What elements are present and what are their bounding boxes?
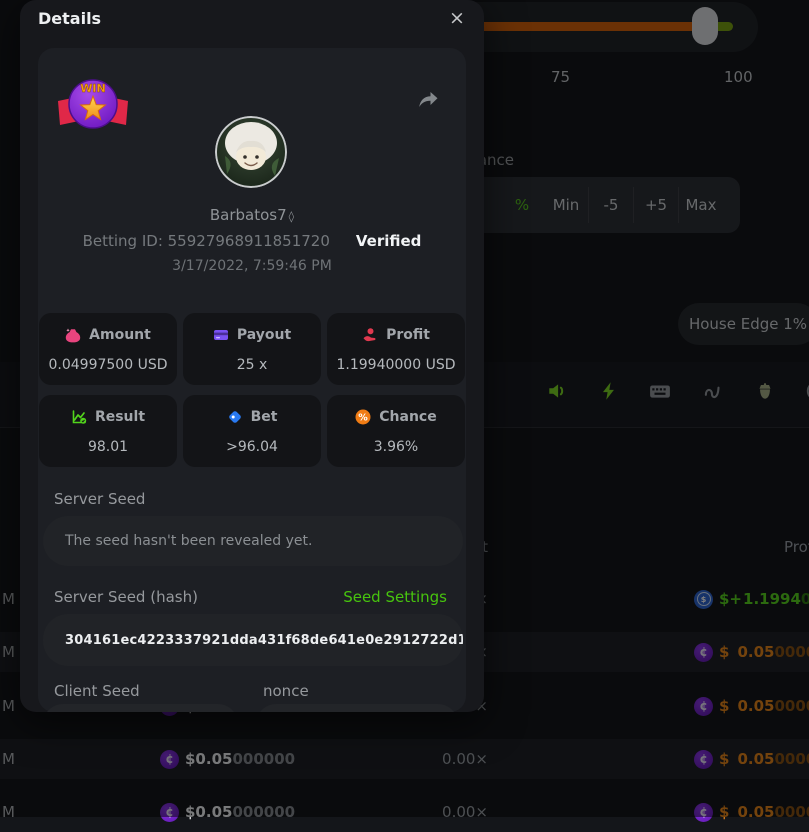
stat-label: Bet (250, 409, 278, 425)
diamond-icon: ◊ (288, 210, 295, 223)
stat-label: Chance (379, 409, 437, 425)
chart-icon (71, 409, 87, 425)
betting-id-row: Betting ID: 55927968911851720 Verified (38, 232, 466, 250)
share-icon[interactable] (416, 88, 440, 112)
bet-details-modal: Details × WIN (20, 0, 484, 712)
stat-label: Amount (89, 327, 151, 343)
bet-details-card: WIN (38, 48, 466, 712)
bet-date: 3/17/2022, 7:59:46 PM (172, 258, 332, 274)
client-seed-field[interactable] (43, 704, 238, 712)
moneybag-icon (65, 327, 81, 343)
bet-stats-grid: Amount 0.04997500 USD Payout 25 x Profit… (39, 313, 465, 467)
stat-profit: Profit 1.19940000 USD (327, 313, 465, 385)
seed-settings-link[interactable]: Seed Settings (343, 588, 447, 606)
stat-label: Payout (236, 327, 292, 343)
stat-chance: % Chance 3.96% (327, 395, 465, 467)
stat-result: Result 98.01 (39, 395, 177, 467)
hand-coin-icon (362, 327, 378, 343)
verified-button[interactable]: Verified (355, 232, 422, 250)
server-seed-label: Server Seed (54, 490, 146, 508)
server-seed-hash-label: Server Seed (hash) (54, 588, 198, 606)
stat-value: 3.96% (373, 439, 419, 455)
stat-value: 1.19940000 USD (336, 357, 456, 373)
stat-value: 0.04997500 USD (48, 357, 168, 373)
nonce-label: nonce (263, 682, 309, 700)
svg-text:%: % (359, 412, 369, 423)
dice-tag-icon (227, 409, 243, 425)
modal-title: Details (38, 9, 102, 28)
stat-label: Result (94, 409, 146, 425)
win-badge-text: WIN (80, 82, 105, 95)
client-seed-label: Client Seed (54, 682, 140, 700)
server-seed-hash-field[interactable]: 304161ec4223337921dda431f68de641e0e29127… (43, 614, 463, 666)
betting-id: Betting ID: 55927968911851720 (82, 232, 330, 250)
close-icon[interactable]: × (449, 7, 465, 29)
stat-value: 25 x (236, 357, 268, 373)
stat-bet: Bet >96.04 (183, 395, 321, 467)
win-badge-icon: WIN (56, 76, 130, 132)
card-icon (213, 327, 229, 343)
avatar[interactable] (215, 116, 287, 188)
username[interactable]: Barbatos7 ◊ (209, 206, 295, 224)
stat-value: >96.04 (226, 439, 278, 455)
stat-label: Profit (386, 327, 430, 343)
nonce-field[interactable] (256, 704, 458, 712)
percent-icon: % (355, 409, 371, 425)
server-seed-field[interactable]: The seed hasn't been revealed yet. (43, 516, 463, 566)
stat-value: 98.01 (87, 439, 129, 455)
stat-amount: Amount 0.04997500 USD (39, 313, 177, 385)
stat-payout: Payout 25 x (183, 313, 321, 385)
